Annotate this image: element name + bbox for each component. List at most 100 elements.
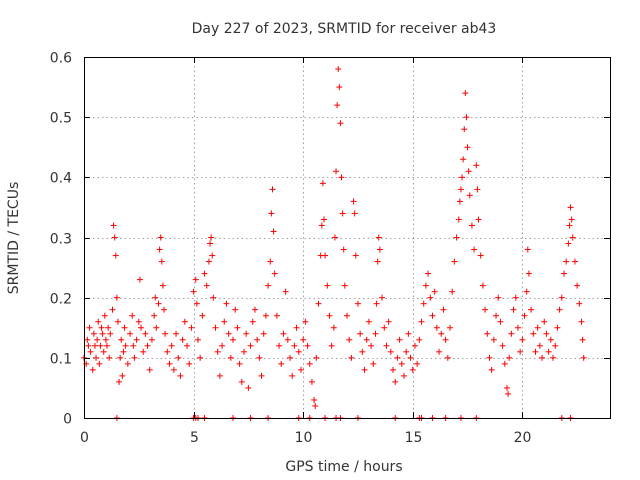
data-point xyxy=(563,258,570,265)
data-point xyxy=(175,354,182,361)
data-point xyxy=(102,336,109,343)
data-point xyxy=(440,306,447,313)
data-point xyxy=(170,366,177,373)
y-tick-label: 0.6 xyxy=(50,51,72,67)
data-point xyxy=(91,342,98,349)
data-point xyxy=(306,360,313,367)
data-point xyxy=(536,342,543,349)
data-point xyxy=(122,342,129,349)
data-point xyxy=(346,336,353,343)
data-point xyxy=(425,270,432,277)
data-point xyxy=(181,318,188,325)
data-point xyxy=(539,354,546,361)
data-point xyxy=(390,366,397,373)
data-point xyxy=(331,234,338,241)
data-point xyxy=(111,234,118,241)
data-point xyxy=(400,372,407,379)
data-point xyxy=(385,318,392,325)
data-point xyxy=(431,288,438,295)
data-point xyxy=(230,336,237,343)
data-point xyxy=(411,342,418,349)
data-point xyxy=(344,312,350,319)
data-point xyxy=(208,234,215,241)
data-point xyxy=(409,366,416,373)
data-point xyxy=(151,312,158,319)
data-point xyxy=(271,270,278,277)
y-axis-label: SRMTID / TECUs xyxy=(6,182,22,295)
data-point xyxy=(334,102,341,109)
data-point xyxy=(466,192,473,199)
data-point xyxy=(338,174,345,181)
data-point xyxy=(521,312,528,319)
data-point xyxy=(308,378,315,385)
data-point xyxy=(256,354,263,361)
data-point xyxy=(190,288,197,295)
data-point xyxy=(278,360,285,367)
data-point xyxy=(287,354,294,361)
data-point xyxy=(311,396,318,403)
data-point xyxy=(227,354,234,361)
data-point xyxy=(179,336,186,343)
y-tick-label: 0.3 xyxy=(50,232,72,248)
data-point xyxy=(144,342,151,349)
grid xyxy=(84,57,610,418)
data-point xyxy=(205,258,212,265)
data-point xyxy=(87,348,94,355)
data-point xyxy=(468,222,475,229)
x-tick-label: 5 xyxy=(190,430,199,446)
data-point xyxy=(574,282,581,289)
data-point xyxy=(514,324,521,331)
data-point xyxy=(488,366,495,373)
data-point xyxy=(155,300,162,307)
data-point xyxy=(116,378,123,385)
data-point xyxy=(357,330,364,337)
data-point xyxy=(265,282,272,289)
data-point xyxy=(558,294,565,301)
data-point xyxy=(276,342,283,349)
data-point xyxy=(455,216,462,223)
data-point xyxy=(484,330,491,337)
axis-ticks: 0 0.1 0.2 0.3 0.4 0.5 0.6 0 5 10 15 20 xyxy=(50,51,610,446)
data-point xyxy=(192,276,199,283)
data-point xyxy=(318,222,325,229)
data-point xyxy=(449,288,456,295)
data-point xyxy=(267,258,274,265)
data-point xyxy=(341,282,348,289)
data-point xyxy=(420,300,427,307)
data-point xyxy=(293,324,300,331)
data-point xyxy=(333,168,340,175)
data-point xyxy=(372,330,379,337)
data-point xyxy=(117,354,124,361)
data-point xyxy=(525,270,532,277)
data-point xyxy=(219,342,226,349)
data-point xyxy=(100,348,107,355)
y-tick-label: 0.5 xyxy=(50,111,72,127)
data-point xyxy=(273,312,280,319)
data-point xyxy=(152,294,159,301)
data-point xyxy=(251,306,258,313)
data-point xyxy=(464,144,471,151)
chart-title: Day 227 of 2023, SRMTID for receiver ab4… xyxy=(192,21,497,37)
data-point xyxy=(93,354,100,361)
data-point xyxy=(210,294,217,301)
data-point xyxy=(556,306,563,313)
data-point xyxy=(142,330,149,337)
data-point xyxy=(482,306,489,313)
x-tick-label: 20 xyxy=(514,430,532,446)
data-point xyxy=(137,324,144,331)
data-point xyxy=(368,342,375,349)
data-point xyxy=(376,246,383,253)
data-point xyxy=(416,336,423,343)
data-point xyxy=(403,348,410,355)
data-point xyxy=(156,246,163,253)
data-point xyxy=(541,318,548,325)
data-points xyxy=(81,66,587,421)
y-tick-label: 0.4 xyxy=(50,171,72,187)
data-point xyxy=(114,318,121,325)
data-point xyxy=(418,318,425,325)
data-point xyxy=(365,318,372,325)
data-point xyxy=(94,336,101,343)
data-point xyxy=(270,228,277,235)
data-point xyxy=(319,180,326,187)
